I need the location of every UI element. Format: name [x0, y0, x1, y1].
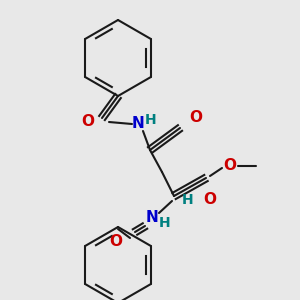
- Text: H: H: [159, 216, 171, 230]
- Text: O: O: [82, 115, 94, 130]
- Text: O: O: [190, 110, 202, 125]
- Text: N: N: [146, 211, 158, 226]
- Text: O: O: [224, 158, 236, 173]
- Text: O: O: [110, 235, 122, 250]
- Text: H: H: [182, 193, 194, 207]
- Text: H: H: [145, 113, 157, 127]
- Text: N: N: [132, 116, 144, 131]
- Text: O: O: [203, 193, 217, 208]
